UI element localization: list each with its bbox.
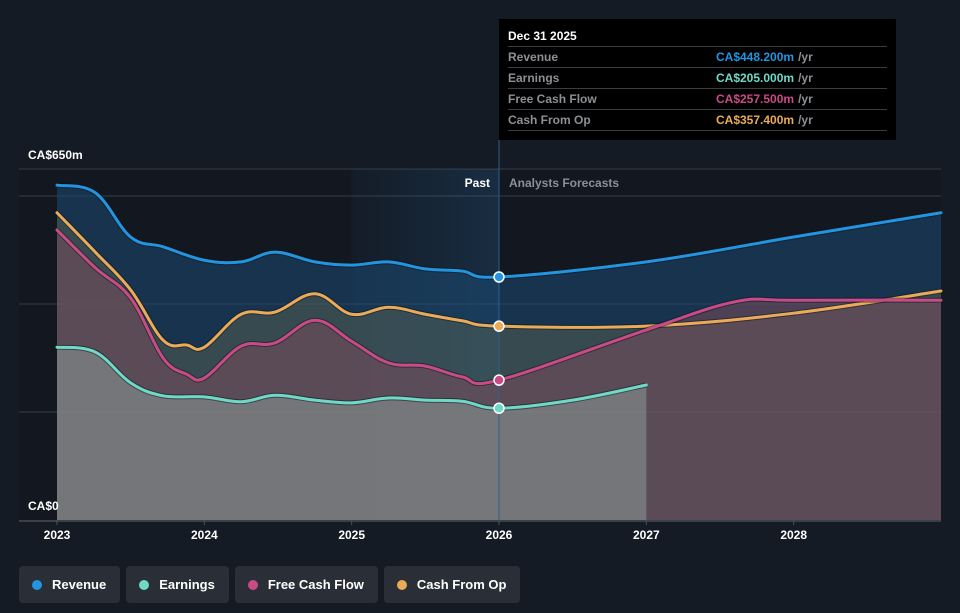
legend-label: Revenue [52, 577, 107, 592]
x-tick-label: 2025 [338, 528, 365, 542]
legend-item-cash-from-op[interactable]: Cash From Op [383, 566, 521, 603]
x-tick-label: 2023 [44, 528, 71, 542]
tooltip-label: Free Cash Flow [508, 92, 597, 106]
tooltip-row-cash-from-op: Cash From Op CA$357.400m /yr [508, 109, 887, 131]
x-tick-label: 2026 [486, 528, 513, 542]
cash-from-op-dot-icon [396, 579, 407, 590]
tooltip: Dec 31 2025 Revenue CA$448.200m /yr Earn… [499, 19, 896, 140]
tooltip-row-revenue: Revenue CA$448.200m /yr [508, 46, 887, 67]
tooltip-unit: /yr [798, 92, 813, 106]
cfo-marker [493, 320, 505, 332]
tooltip-row-free-cash-flow: Free Cash Flow CA$257.500m /yr [508, 88, 887, 109]
legend-item-free-cash-flow[interactable]: Free Cash Flow [234, 566, 378, 603]
tooltip-value: CA$257.500m [716, 92, 795, 106]
revenue-dot-icon [32, 579, 42, 590]
past-section-label: Past [465, 176, 490, 190]
tooltip-date: Dec 31 2025 [508, 29, 577, 43]
tooltip-unit: /yr [798, 71, 813, 85]
fcf-marker [493, 374, 505, 386]
tooltip-row-earnings: Earnings CA$205.000m /yr [508, 67, 887, 88]
fcf-line [55, 228, 943, 386]
tooltip-value: CA$357.400m [716, 113, 795, 127]
y-axis-min-label: CA$0 [28, 499, 59, 513]
tooltip-unit: /yr [798, 113, 813, 127]
y-axis-max-label: CA$650m [28, 148, 83, 162]
series-markers [493, 271, 505, 414]
cfo-line [55, 211, 943, 351]
x-tick-label: 2024 [191, 528, 218, 542]
earnings-dot-icon [139, 579, 150, 590]
legend-label: Earnings [159, 577, 215, 592]
legend-label: Cash From Op [416, 577, 507, 592]
revenue-line [55, 183, 943, 279]
tooltip-value: CA$448.200m [716, 50, 795, 64]
free-cash-flow-dot-icon [247, 579, 258, 590]
forecast-section-label: Analysts Forecasts [509, 176, 619, 190]
x-tick-label: 2027 [633, 528, 660, 542]
legend-label: Free Cash Flow [267, 577, 364, 592]
tooltip-unit: /yr [798, 50, 813, 64]
tooltip-label: Cash From Op [508, 113, 591, 127]
x-tick-label: 2028 [780, 528, 807, 542]
legend-item-earnings[interactable]: Earnings [126, 566, 229, 603]
legend-item-revenue[interactable]: Revenue [19, 566, 121, 603]
revenue-marker [493, 271, 505, 283]
legend: Revenue Earnings Free Cash Flow Cash Fro… [19, 566, 521, 603]
x-axis-ticks: 2023 2024 2025 2026 2027 2028 [44, 520, 807, 542]
tooltip-value: CA$205.000m [716, 71, 795, 85]
tooltip-label: Revenue [508, 50, 559, 64]
earnings-marker [493, 402, 505, 414]
tooltip-label: Earnings [508, 71, 560, 85]
